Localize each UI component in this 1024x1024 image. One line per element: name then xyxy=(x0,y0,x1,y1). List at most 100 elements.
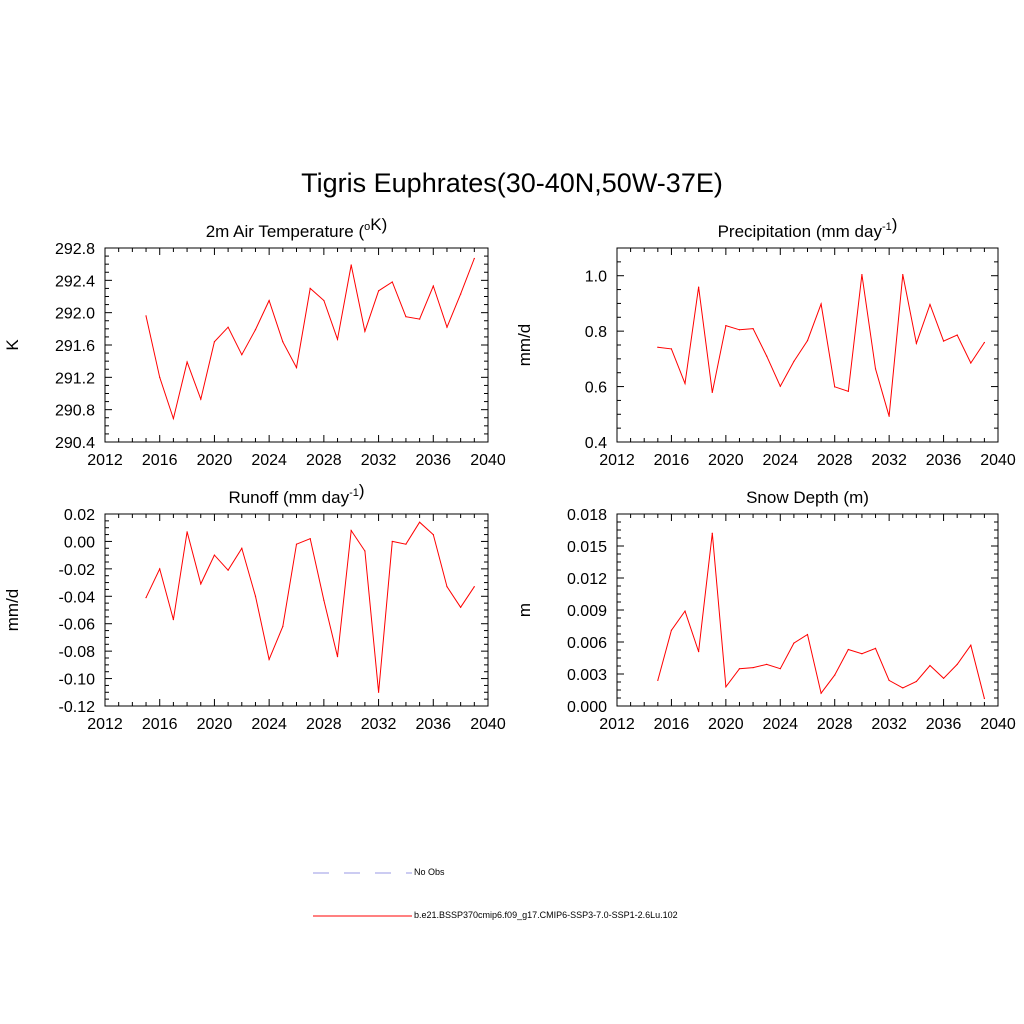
x-tick-label: 2024 xyxy=(251,716,287,733)
data-point xyxy=(820,692,822,694)
data-point xyxy=(970,644,972,646)
data-point xyxy=(309,287,311,290)
data-point xyxy=(268,658,270,660)
x-tick-label: 2024 xyxy=(251,452,287,469)
data-point xyxy=(460,293,462,295)
data-point xyxy=(725,325,727,327)
data-point xyxy=(213,554,216,556)
x-tick-label: 2036 xyxy=(926,452,962,469)
x-tick-label: 2024 xyxy=(762,716,798,733)
x-tick-label: 2024 xyxy=(762,452,798,469)
data-point xyxy=(657,346,659,348)
data-point xyxy=(336,338,339,340)
x-tick-label: 2040 xyxy=(980,452,1016,469)
y-tick-label: 290.4 xyxy=(55,435,95,452)
x-tick-label: 2020 xyxy=(197,716,233,733)
data-point xyxy=(350,264,352,266)
y-tick-label: 291.6 xyxy=(55,338,95,355)
data-point xyxy=(779,668,781,670)
data-point xyxy=(711,532,713,534)
y-tick-label: 0.009 xyxy=(567,603,607,620)
legend-model-label: b.e21.BSSP370cmip6.f09_g17.CMIP6-SSP3-7.… xyxy=(414,910,678,920)
y-tick-label: 0.003 xyxy=(567,667,607,684)
chart-panel-1: 2012 2016 2020 2024 2028 2032 2036 2040 290.4 290… xyxy=(3,215,506,469)
data-point xyxy=(377,290,380,292)
chart-panel-4: 2012 2016 2020 2024 2028 2032 2036 2040 0.000 0.0… xyxy=(515,488,1016,733)
data-point xyxy=(915,680,917,683)
data-point xyxy=(268,299,270,302)
data-point xyxy=(942,677,945,679)
data-point xyxy=(172,417,174,420)
chart-panel-3: 2012 2016 2020 2024 2028 2032 2036 2040 -0.12 -0.… xyxy=(3,481,506,733)
data-point xyxy=(323,599,325,602)
data-point xyxy=(200,583,202,585)
data-point xyxy=(405,543,407,545)
y-tick-label: 0.6 xyxy=(585,380,607,397)
data-point xyxy=(350,529,352,532)
data-point xyxy=(820,303,822,305)
x-tick-label: 2016 xyxy=(654,716,690,733)
data-point xyxy=(186,361,188,363)
data-point xyxy=(323,299,325,302)
x-tick-label: 2012 xyxy=(87,716,123,733)
data-point xyxy=(432,533,434,536)
data-point xyxy=(684,610,686,612)
data-point xyxy=(970,362,972,364)
data-point xyxy=(159,376,161,378)
data-point xyxy=(241,547,243,549)
data-point xyxy=(929,664,931,667)
data-point xyxy=(419,318,421,320)
x-tick-label: 2032 xyxy=(361,452,397,469)
x-tick-label: 2032 xyxy=(871,716,907,733)
x-tick-label: 2040 xyxy=(980,716,1016,733)
x-tick-label: 2028 xyxy=(306,716,342,733)
data-point xyxy=(473,586,475,588)
data-point xyxy=(254,595,257,597)
data-point xyxy=(738,668,741,670)
data-point xyxy=(405,316,407,318)
y-tick-label: 1.0 xyxy=(585,269,607,286)
y-tick-label: 292.0 xyxy=(55,306,95,323)
data-point xyxy=(874,368,877,370)
y-tick-label: 0.018 xyxy=(567,507,607,524)
data-point xyxy=(295,367,298,369)
data-point xyxy=(779,385,781,387)
panel-title: Snow Depth (m) xyxy=(746,488,869,507)
data-point xyxy=(391,281,393,283)
data-point xyxy=(806,339,809,342)
x-tick-label: 2032 xyxy=(361,716,397,733)
x-tick-label: 2040 xyxy=(470,452,506,469)
data-point xyxy=(391,540,393,543)
data-point xyxy=(657,679,659,682)
data-point xyxy=(282,341,284,343)
data-point xyxy=(738,329,741,331)
data-point xyxy=(766,355,768,357)
data-point xyxy=(793,360,795,362)
y-tick-label: 0.006 xyxy=(567,635,607,652)
data-point xyxy=(309,538,311,540)
y-axis-label: mm/d xyxy=(515,324,534,367)
y-tick-label: -0.02 xyxy=(59,562,96,579)
panel-title: Precipitation (mm day-1) xyxy=(718,215,898,241)
y-tick-label: 0.015 xyxy=(567,539,607,556)
data-point xyxy=(956,334,958,336)
data-point xyxy=(888,415,890,417)
data-point xyxy=(377,691,380,693)
data-point xyxy=(295,543,298,545)
panel-title: 2m Air Temperature (oK) xyxy=(206,215,388,241)
data-point xyxy=(711,391,713,393)
data-point xyxy=(186,531,188,533)
y-axis-label: m xyxy=(515,603,534,617)
data-point xyxy=(670,629,673,631)
data-point xyxy=(902,274,904,276)
y-tick-label: -0.10 xyxy=(59,672,96,689)
y-tick-label: 0.8 xyxy=(585,324,607,341)
data-point xyxy=(473,257,475,260)
y-axis-label: K xyxy=(3,339,22,351)
y-tick-label: 292.8 xyxy=(55,241,95,258)
data-point xyxy=(254,329,257,331)
data-point xyxy=(282,625,284,628)
data-point xyxy=(213,341,216,343)
data-point xyxy=(684,382,686,385)
